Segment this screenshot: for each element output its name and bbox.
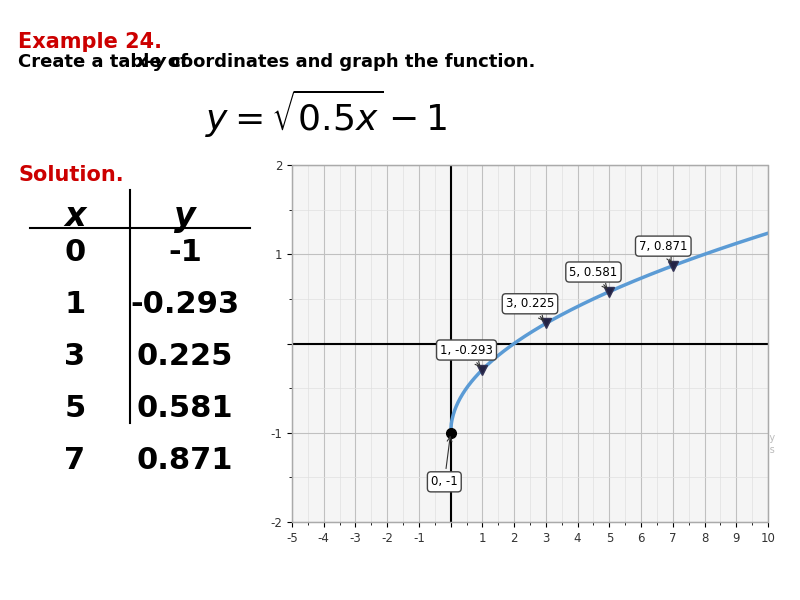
Text: 1, -0.293: 1, -0.293	[440, 344, 493, 367]
Text: x-y: x-y	[136, 53, 167, 71]
Text: 0: 0	[64, 238, 86, 267]
Text: 0.225: 0.225	[137, 342, 233, 371]
Text: y: y	[174, 200, 196, 233]
Text: 0, -1: 0, -1	[431, 437, 458, 488]
Text: $y = \sqrt{0.5x} - 1$: $y = \sqrt{0.5x} - 1$	[205, 88, 447, 140]
Text: »: »	[297, 197, 306, 212]
Text: -0.293: -0.293	[130, 290, 239, 319]
Text: 5: 5	[64, 394, 86, 423]
Text: Create a table of: Create a table of	[18, 53, 194, 71]
Text: Example 24.: Example 24.	[18, 32, 162, 52]
Text: 5, 0.581: 5, 0.581	[570, 266, 618, 289]
Text: x: x	[64, 200, 86, 233]
Text: 0.581: 0.581	[137, 394, 234, 423]
Text: 1: 1	[64, 290, 86, 319]
Text: -1: -1	[168, 238, 202, 267]
Text: 3, 0.225: 3, 0.225	[506, 297, 554, 320]
Text: Solution.: Solution.	[18, 165, 124, 185]
Text: 3: 3	[65, 342, 86, 371]
Text: 7, 0.871: 7, 0.871	[639, 239, 687, 262]
Text: coordinates and graph the function.: coordinates and graph the function.	[164, 53, 535, 71]
Text: 7: 7	[65, 446, 86, 475]
Text: 0.871: 0.871	[137, 446, 234, 475]
Text: powered by
desmos: powered by desmos	[718, 433, 775, 455]
